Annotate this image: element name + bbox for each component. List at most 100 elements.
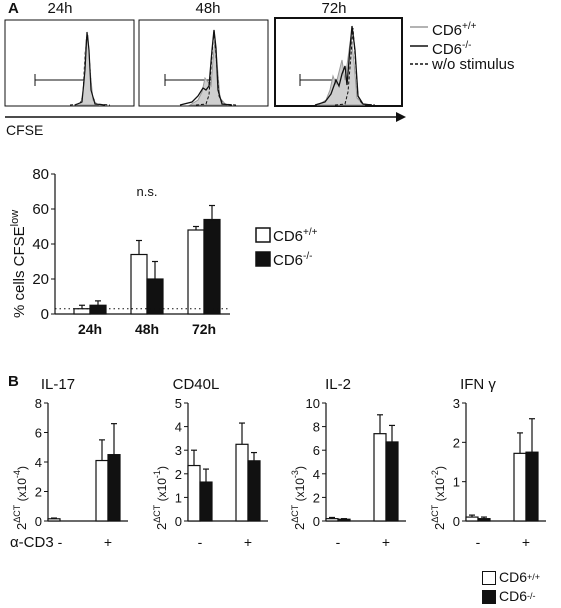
ifng-bar-ko (477, 518, 491, 522)
il17-bar-wt (95, 459, 109, 522)
il17-bar-ko (107, 454, 121, 522)
ifng-x-tick-label: - (476, 534, 481, 550)
prolif-x-tick-label: 72h (192, 321, 216, 337)
cd40l-y-label: 2ΔCT (x10-1) (152, 466, 169, 530)
prolif-legend-swatch (255, 227, 271, 243)
il17-y-tick-label: 2 (35, 485, 42, 500)
histogram-frame-48h (138, 19, 269, 107)
prolif-legend-label: CD6+/+ (273, 227, 318, 245)
cd40l-y-tick-label: 4 (175, 420, 182, 435)
ifng-bar-chart: 0 1 2 3 - + IFN γ 2ΔCT (x10-2) (430, 376, 546, 550)
il2-bar-wt (373, 433, 387, 522)
cd40l-y-tick-label: 1 (175, 490, 182, 505)
il2-y-tick-label: 10 (306, 396, 320, 411)
ifng-bar-ko (525, 451, 539, 522)
ifng-x-tick-label: + (522, 534, 530, 550)
prolif-legend-swatch (255, 251, 271, 267)
bottom-legend: CD6 +/+ CD6 -/- (482, 568, 540, 606)
legend-unstim-label: w/o stimulus (432, 56, 515, 73)
cd40l-y-tick-label: 0 (175, 514, 182, 529)
histogram-wt-72h (316, 35, 366, 106)
cfse-axis-label: CFSE (6, 122, 44, 138)
il2-x-tick-label: + (382, 534, 390, 550)
ifng-title: IFN γ (460, 376, 496, 393)
histogram-frame-24h (4, 19, 135, 107)
prolif-bar-ko (89, 304, 107, 315)
bottom-legend-ko: CD6 -/- (482, 587, 540, 606)
cd40l-x-tick-label: - (198, 534, 203, 550)
il17-x-label: α-CD3 (10, 534, 54, 551)
cd40l-y-tick-label: 3 (175, 443, 182, 458)
ifng-y-tick-label: 1 (453, 475, 460, 490)
il2-y-tick-label: 8 (313, 420, 320, 435)
cd40l-bar-chart: 0 1 2 3 4 5 - + CD40L 2ΔCT (x10-1) (152, 376, 268, 550)
legend-ko-label: CD6-/- (432, 40, 472, 58)
histogram-72h (299, 25, 376, 106)
bottom-legend-swatch-open (482, 570, 496, 585)
prolif-annotation: n.s. (137, 184, 158, 199)
il17-bar-chart: 0 2 4 6 8 - + IL-17 2ΔCT (x10-4) α-CD3 (10, 376, 128, 551)
prolif-x-tick-label: 24h (78, 321, 102, 337)
histogram-48h (164, 29, 237, 106)
proliferation-bar-chart: 0 20 40 60 80 24h 48h 72h n.s. % cells CFSElow CD6… (9, 166, 318, 337)
histogram-wt-48h (188, 39, 228, 106)
il2-x-tick-label: - (336, 534, 341, 550)
legend-wt-label: CD6+/+ (432, 21, 477, 39)
histogram-ko-24h (74, 31, 106, 106)
histogram-panels (4, 17, 428, 122)
prolif-y-tick-label: 0 (41, 306, 49, 323)
il2-y-tick-label: 6 (313, 443, 320, 458)
il2-y-label: 2ΔCT (x10-3) (290, 466, 307, 530)
cd40l-bar-ko (247, 460, 261, 522)
prolif-bar-wt (130, 253, 148, 315)
il17-x-tick-label: - (58, 534, 63, 550)
cd40l-bar-ko (199, 481, 213, 522)
ifng-y-tick-label: 0 (453, 514, 460, 529)
bottom-legend-swatch-filled (482, 589, 496, 604)
timepoint-label-72h: 72h (321, 0, 347, 17)
prolif-y-tick-label: 80 (32, 166, 49, 183)
prolif-y-tick-label: 40 (32, 236, 49, 253)
timepoint-label-24h: 24h (47, 0, 73, 17)
prolif-bar-wt (73, 308, 91, 315)
prolif-bar-wt (187, 229, 205, 315)
il2-y-tick-label: 4 (313, 467, 320, 482)
il17-y-tick-label: 0 (35, 514, 42, 529)
prolif-bar-ko (203, 218, 221, 315)
prolif-x-tick-label: 48h (135, 321, 159, 337)
prolif-legend-label: CD6-/- (273, 251, 312, 269)
il17-x-tick-label: + (104, 534, 112, 550)
prolif-y-tick-label: 20 (32, 271, 49, 288)
il17-y-tick-label: 6 (35, 426, 42, 441)
il2-bar-ko (337, 518, 351, 522)
cd40l-x-tick-label: + (244, 534, 252, 550)
cd40l-y-tick-label: 5 (175, 396, 182, 411)
il2-title: IL-2 (325, 376, 351, 393)
panel-a-letter: A (8, 0, 19, 17)
il17-title: IL-17 (41, 376, 75, 393)
ifng-y-tick-label: 2 (453, 435, 460, 450)
histogram-24h (34, 31, 111, 106)
histogram-frame-72h (274, 17, 403, 107)
il2-bar-chart: 0 2 4 6 8 10 - + IL-2 2ΔCT (x10-3) (290, 376, 406, 550)
il17-y-tick-label: 8 (35, 396, 42, 411)
bottom-legend-wt: CD6 +/+ (482, 568, 540, 587)
il2-y-tick-label: 2 (313, 490, 320, 505)
panel-b-letter: B (8, 373, 19, 390)
il2-bar-ko (385, 441, 399, 522)
il17-y-label: 2ΔCT (x10-4) (12, 466, 29, 530)
ifng-bar-wt (513, 452, 527, 522)
il2-bar-wt (325, 518, 339, 522)
prolif-y-label: % cells CFSElow (9, 210, 28, 318)
ifng-bar-wt (465, 516, 479, 522)
cd40l-title: CD40L (173, 376, 220, 393)
cd40l-bar-wt (235, 443, 249, 522)
timepoint-label-48h: 48h (195, 0, 221, 17)
il17-y-tick-label: 4 (35, 455, 42, 470)
cd40l-y-tick-label: 2 (175, 467, 182, 482)
histogram-ko-48h (179, 29, 233, 106)
il2-y-tick-label: 0 (313, 514, 320, 529)
histogram-ko-72h (314, 25, 373, 106)
cd40l-bar-wt (187, 464, 201, 522)
